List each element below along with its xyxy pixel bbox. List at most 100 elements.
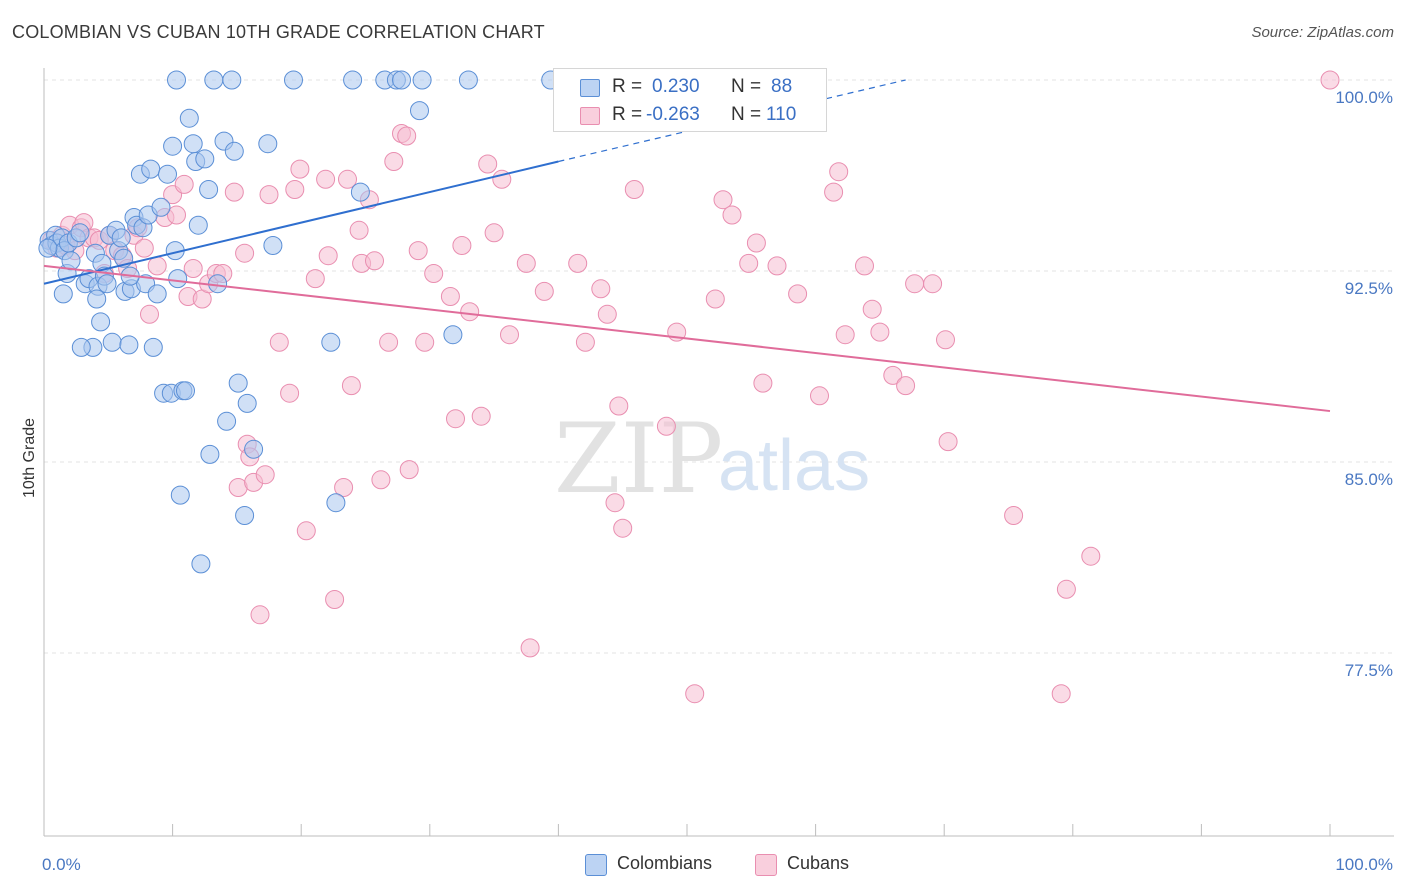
colombians-point xyxy=(235,506,255,525)
tick-labels: 100.0% 92.5% 85.0% 77.5% 0.0% 100.0% xyxy=(42,88,1393,874)
cubans-point xyxy=(855,256,874,276)
colombians-point xyxy=(119,335,139,355)
cubans-point xyxy=(534,281,554,301)
series-label-colombians: Colombians xyxy=(617,853,713,873)
colombians-point xyxy=(97,274,117,294)
colombians-point xyxy=(168,269,188,289)
colombians-point xyxy=(141,159,161,179)
colombians-point xyxy=(443,325,463,345)
cubans-point xyxy=(140,304,159,324)
colombians-point xyxy=(222,70,242,90)
colombians-point xyxy=(244,439,264,459)
cubans-point xyxy=(713,190,733,210)
cubans-point xyxy=(613,518,633,538)
colombians-point xyxy=(151,197,171,217)
cubans-point xyxy=(722,205,742,225)
colombians-point xyxy=(91,312,111,332)
cubans-point xyxy=(568,253,588,273)
cubans-point xyxy=(452,236,472,255)
cubans-trend-line xyxy=(43,264,1331,413)
colombians-point xyxy=(188,215,208,235)
colombians-point xyxy=(458,70,478,90)
cubans-point xyxy=(471,406,491,426)
colombians-point xyxy=(143,337,163,357)
cubans-point xyxy=(325,590,345,609)
series-label-cubans: Cubans xyxy=(787,853,850,873)
legend-n-value-colombians: 88 xyxy=(771,76,793,97)
y-tick-label: 100.0% xyxy=(1335,88,1393,107)
cubans-point xyxy=(705,289,725,309)
cubans-point xyxy=(174,174,194,194)
series-swatch-cubans xyxy=(755,854,777,876)
cubans-point xyxy=(408,241,428,261)
cubans-point xyxy=(591,279,611,299)
colombians-point xyxy=(167,70,186,90)
grid-lines xyxy=(44,79,1394,654)
colombians-point xyxy=(102,332,122,352)
colombians-point xyxy=(321,332,341,352)
cubans-point xyxy=(753,373,773,393)
colombians-point xyxy=(111,228,131,248)
cubans-point xyxy=(938,432,958,452)
colombians-point xyxy=(217,411,237,431)
legend-r-label: R = xyxy=(612,76,643,97)
cubans-point xyxy=(384,152,404,171)
watermark-atlas: atlas xyxy=(718,426,870,506)
cubans-point xyxy=(1056,579,1076,599)
colombians-point xyxy=(179,108,199,128)
colombians-point xyxy=(284,70,303,90)
series-swatch-colombians xyxy=(585,854,607,876)
colombians-point xyxy=(412,70,432,90)
chart-source: Source: ZipAtlas.com xyxy=(1251,24,1394,41)
cubans-point xyxy=(862,299,882,319)
cubans-point xyxy=(575,332,595,352)
colombians-point xyxy=(326,493,346,513)
cubans-point xyxy=(520,638,540,658)
y-axis-label: 10th Grade xyxy=(21,418,38,498)
legend-n-label: N = xyxy=(731,104,762,125)
cubans-point xyxy=(835,325,855,345)
cubans-point xyxy=(341,376,361,396)
cubans-point xyxy=(224,182,244,202)
series-legend: Colombians Cubans xyxy=(0,852,1406,878)
cubans-point xyxy=(1051,684,1071,704)
cubans-point xyxy=(810,386,829,406)
legend-r-label: R = xyxy=(612,104,643,125)
cubans-point xyxy=(250,605,270,625)
cubans-point xyxy=(609,396,629,416)
cubans-point xyxy=(334,478,354,497)
colombians-point xyxy=(343,70,363,90)
cubans-point xyxy=(255,465,275,485)
cubans-point xyxy=(829,162,849,182)
y-tick-label: 77.5% xyxy=(1345,661,1393,680)
legend-row-colombians: R = 0.230 N = 88 xyxy=(554,73,826,101)
cubans-point xyxy=(685,684,705,704)
cubans-point xyxy=(883,365,903,385)
colombians-point xyxy=(204,70,224,90)
cubans-point xyxy=(446,409,465,429)
colombians-point xyxy=(263,236,283,255)
chart-title: COLOMBIAN VS CUBAN 10TH GRADE CORRELATIO… xyxy=(12,22,545,42)
colombians-point xyxy=(38,238,58,258)
legend-swatch-colombians xyxy=(580,79,600,97)
cubans-point xyxy=(624,180,644,199)
y-tick-label: 92.5% xyxy=(1345,279,1393,298)
cubans-point xyxy=(1320,70,1340,90)
colombians-point xyxy=(170,485,190,505)
cubans-point xyxy=(1004,506,1024,525)
legend-swatch-cubans xyxy=(580,107,600,125)
watermark: ZIP atlas xyxy=(554,403,870,515)
cubans-point xyxy=(371,470,391,490)
cubans-point xyxy=(365,251,384,271)
cubans-point xyxy=(167,205,186,225)
cubans-point xyxy=(399,460,419,480)
cubans-point xyxy=(269,332,289,352)
cubans-point xyxy=(134,238,154,258)
correlation-legend: R = 0.230 N = 88 R = -0.263 N = 110 xyxy=(553,68,827,132)
cubans-point xyxy=(424,264,444,283)
cubans-point xyxy=(147,256,167,276)
colombians-point xyxy=(163,136,183,156)
colombians-point xyxy=(195,149,215,169)
cubans-point xyxy=(415,332,435,352)
